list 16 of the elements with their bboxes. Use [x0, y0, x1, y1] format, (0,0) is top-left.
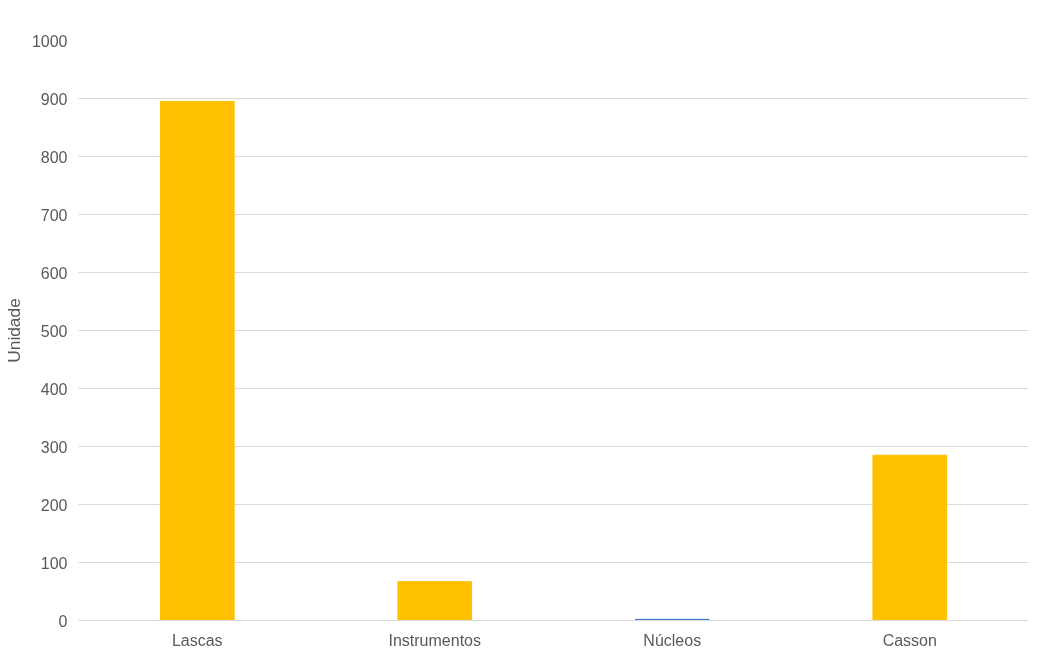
y-tick-label: 100 — [40, 554, 68, 572]
y-tick-label: 400 — [40, 380, 68, 398]
y-tick-label: 900 — [40, 90, 68, 108]
y-tick-label: 300 — [40, 438, 68, 456]
x-tick-label: Instrumentos — [388, 631, 481, 649]
y-tick-label: 600 — [40, 264, 68, 282]
x-tick-label: Casson — [882, 631, 937, 649]
y-tick-label: 700 — [40, 206, 68, 224]
x-tick-label: Núcleos — [643, 631, 702, 649]
y-tick-label: 800 — [40, 148, 68, 166]
y-tick-label: 200 — [40, 496, 68, 514]
y-axis-title: Unidade — [3, 298, 24, 363]
y-tick-label: 0 — [58, 612, 68, 630]
y-tick-label: 500 — [40, 322, 68, 340]
x-tick-label: Lascas — [171, 631, 223, 649]
y-tick-label: 1000 — [31, 32, 68, 50]
